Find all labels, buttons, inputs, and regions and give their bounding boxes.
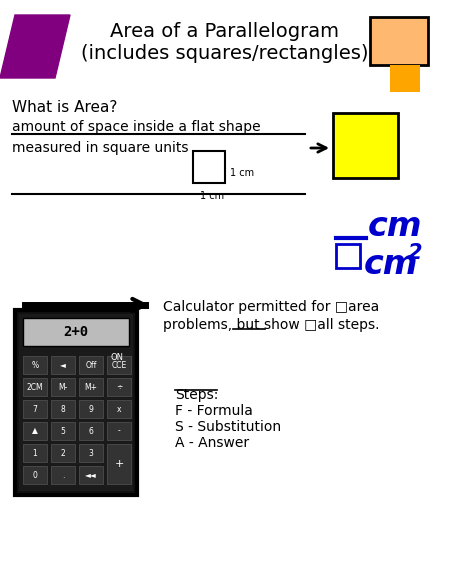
Bar (23, 356, 47, 374)
Text: 0: 0 (32, 470, 37, 479)
Text: 1 cm: 1 cm (200, 191, 224, 201)
Text: (includes squares/rectangles): (includes squares/rectangles) (81, 44, 369, 63)
Bar (51, 400, 75, 418)
Bar (51, 444, 75, 462)
Text: ▲: ▲ (32, 426, 38, 436)
Text: problems, but show □all steps.: problems, but show □all steps. (163, 318, 379, 332)
Bar (370, 17, 428, 65)
Bar (79, 422, 103, 440)
Text: ◄◄: ◄◄ (85, 470, 97, 479)
Text: amount of space inside a flat shape: amount of space inside a flat shape (12, 120, 261, 134)
Bar (333, 113, 398, 178)
Text: 2: 2 (61, 448, 65, 458)
Bar (107, 378, 131, 396)
Text: 8: 8 (61, 404, 65, 414)
Bar (23, 400, 47, 418)
Text: cm: cm (368, 210, 423, 243)
Bar (390, 65, 420, 92)
Bar (79, 466, 103, 484)
Text: A - Answer: A - Answer (175, 436, 249, 450)
Bar (51, 422, 75, 440)
Text: Off: Off (86, 361, 97, 369)
Bar (19, 314, 133, 491)
Text: x: x (117, 404, 121, 414)
Text: .: . (62, 470, 64, 479)
Text: M-: M- (58, 383, 68, 392)
Bar (79, 378, 103, 396)
Text: What is Area?: What is Area? (12, 100, 117, 115)
Text: cm: cm (364, 248, 418, 281)
Bar (107, 444, 131, 484)
Polygon shape (0, 15, 70, 78)
Text: 6: 6 (89, 426, 94, 436)
Bar (23, 422, 47, 440)
Text: 1: 1 (32, 448, 37, 458)
Bar (23, 466, 47, 484)
Bar (79, 444, 103, 462)
Text: %: % (32, 361, 39, 369)
Bar (51, 466, 75, 484)
Text: +: + (114, 459, 124, 469)
Bar (107, 422, 131, 440)
Bar (79, 356, 103, 374)
Text: 3: 3 (89, 448, 94, 458)
Text: measured in square units: measured in square units (12, 141, 189, 155)
Text: ◄: ◄ (60, 361, 66, 369)
Text: 9: 9 (89, 404, 94, 414)
Text: ÷: ÷ (116, 383, 122, 392)
Text: Steps:: Steps: (175, 388, 218, 402)
Text: Calculator permitted for □area: Calculator permitted for □area (163, 300, 379, 314)
Text: Area of a Parallelogram: Area of a Parallelogram (111, 22, 339, 41)
Text: M+: M+ (85, 383, 98, 392)
Bar (15, 310, 137, 495)
Bar (23, 378, 47, 396)
Text: CCE: CCE (112, 361, 126, 369)
Text: 2+0: 2+0 (63, 325, 89, 339)
Text: 2CM: 2CM (27, 383, 43, 392)
Text: 1 cm: 1 cm (230, 168, 254, 178)
Bar (79, 400, 103, 418)
Text: -: - (117, 426, 121, 436)
Text: S - Substitution: S - Substitution (175, 420, 281, 434)
Bar (23, 318, 129, 346)
Bar (193, 151, 225, 183)
Bar (51, 378, 75, 396)
Bar (107, 400, 131, 418)
Text: 2: 2 (408, 243, 423, 263)
Bar (51, 356, 75, 374)
Text: 5: 5 (61, 426, 65, 436)
Text: ON: ON (111, 354, 123, 362)
Text: F - Formula: F - Formula (175, 404, 253, 418)
Bar (23, 444, 47, 462)
Text: 7: 7 (32, 404, 37, 414)
Bar (107, 356, 131, 374)
Bar (336, 244, 360, 268)
